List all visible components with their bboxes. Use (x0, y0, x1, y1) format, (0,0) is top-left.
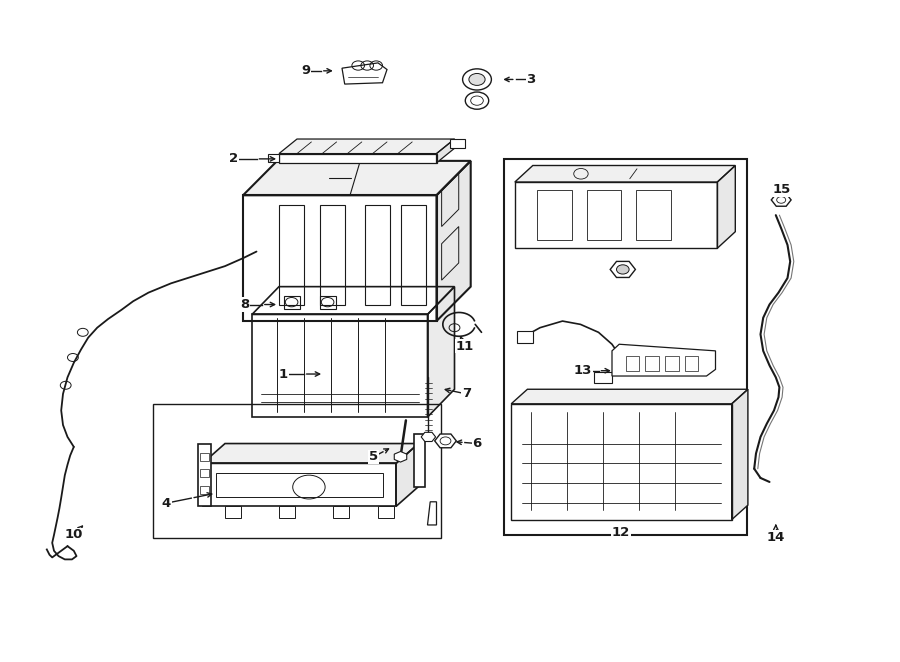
Polygon shape (428, 287, 454, 417)
Polygon shape (378, 506, 394, 518)
Polygon shape (202, 463, 396, 506)
Polygon shape (225, 506, 241, 518)
Polygon shape (333, 506, 349, 518)
Text: 6: 6 (472, 437, 482, 450)
Text: 15: 15 (772, 183, 790, 197)
Polygon shape (394, 451, 407, 462)
Polygon shape (243, 161, 471, 195)
Text: 7: 7 (462, 387, 471, 401)
Circle shape (469, 73, 485, 85)
Polygon shape (732, 389, 748, 520)
Polygon shape (594, 372, 612, 383)
Text: 4: 4 (162, 496, 171, 510)
Polygon shape (279, 139, 454, 154)
Text: 10: 10 (65, 528, 83, 542)
Polygon shape (268, 154, 279, 162)
Text: 5: 5 (369, 450, 378, 463)
Polygon shape (515, 166, 735, 182)
Text: 8: 8 (240, 298, 249, 311)
Polygon shape (717, 166, 735, 248)
Polygon shape (771, 193, 791, 207)
Polygon shape (517, 331, 533, 343)
Polygon shape (436, 161, 471, 321)
Polygon shape (202, 444, 418, 463)
Text: 1: 1 (279, 367, 288, 381)
Polygon shape (252, 314, 428, 417)
Polygon shape (511, 389, 748, 404)
Polygon shape (436, 139, 454, 163)
Circle shape (616, 265, 629, 274)
Text: 3: 3 (526, 73, 536, 86)
Polygon shape (414, 434, 425, 487)
Polygon shape (396, 444, 418, 506)
Polygon shape (450, 139, 465, 148)
Text: 13: 13 (574, 364, 592, 377)
Polygon shape (511, 404, 732, 520)
Text: 12: 12 (612, 526, 630, 540)
Text: 2: 2 (230, 152, 238, 166)
Polygon shape (279, 506, 295, 518)
Text: 11: 11 (455, 340, 473, 353)
Polygon shape (279, 154, 436, 163)
Polygon shape (610, 261, 635, 277)
Polygon shape (515, 182, 717, 248)
Text: 14: 14 (767, 531, 785, 544)
Polygon shape (252, 287, 454, 314)
Polygon shape (243, 195, 436, 321)
Text: 9: 9 (302, 64, 310, 77)
Polygon shape (612, 344, 716, 376)
Polygon shape (198, 444, 211, 506)
Polygon shape (435, 434, 456, 448)
Polygon shape (421, 432, 436, 442)
